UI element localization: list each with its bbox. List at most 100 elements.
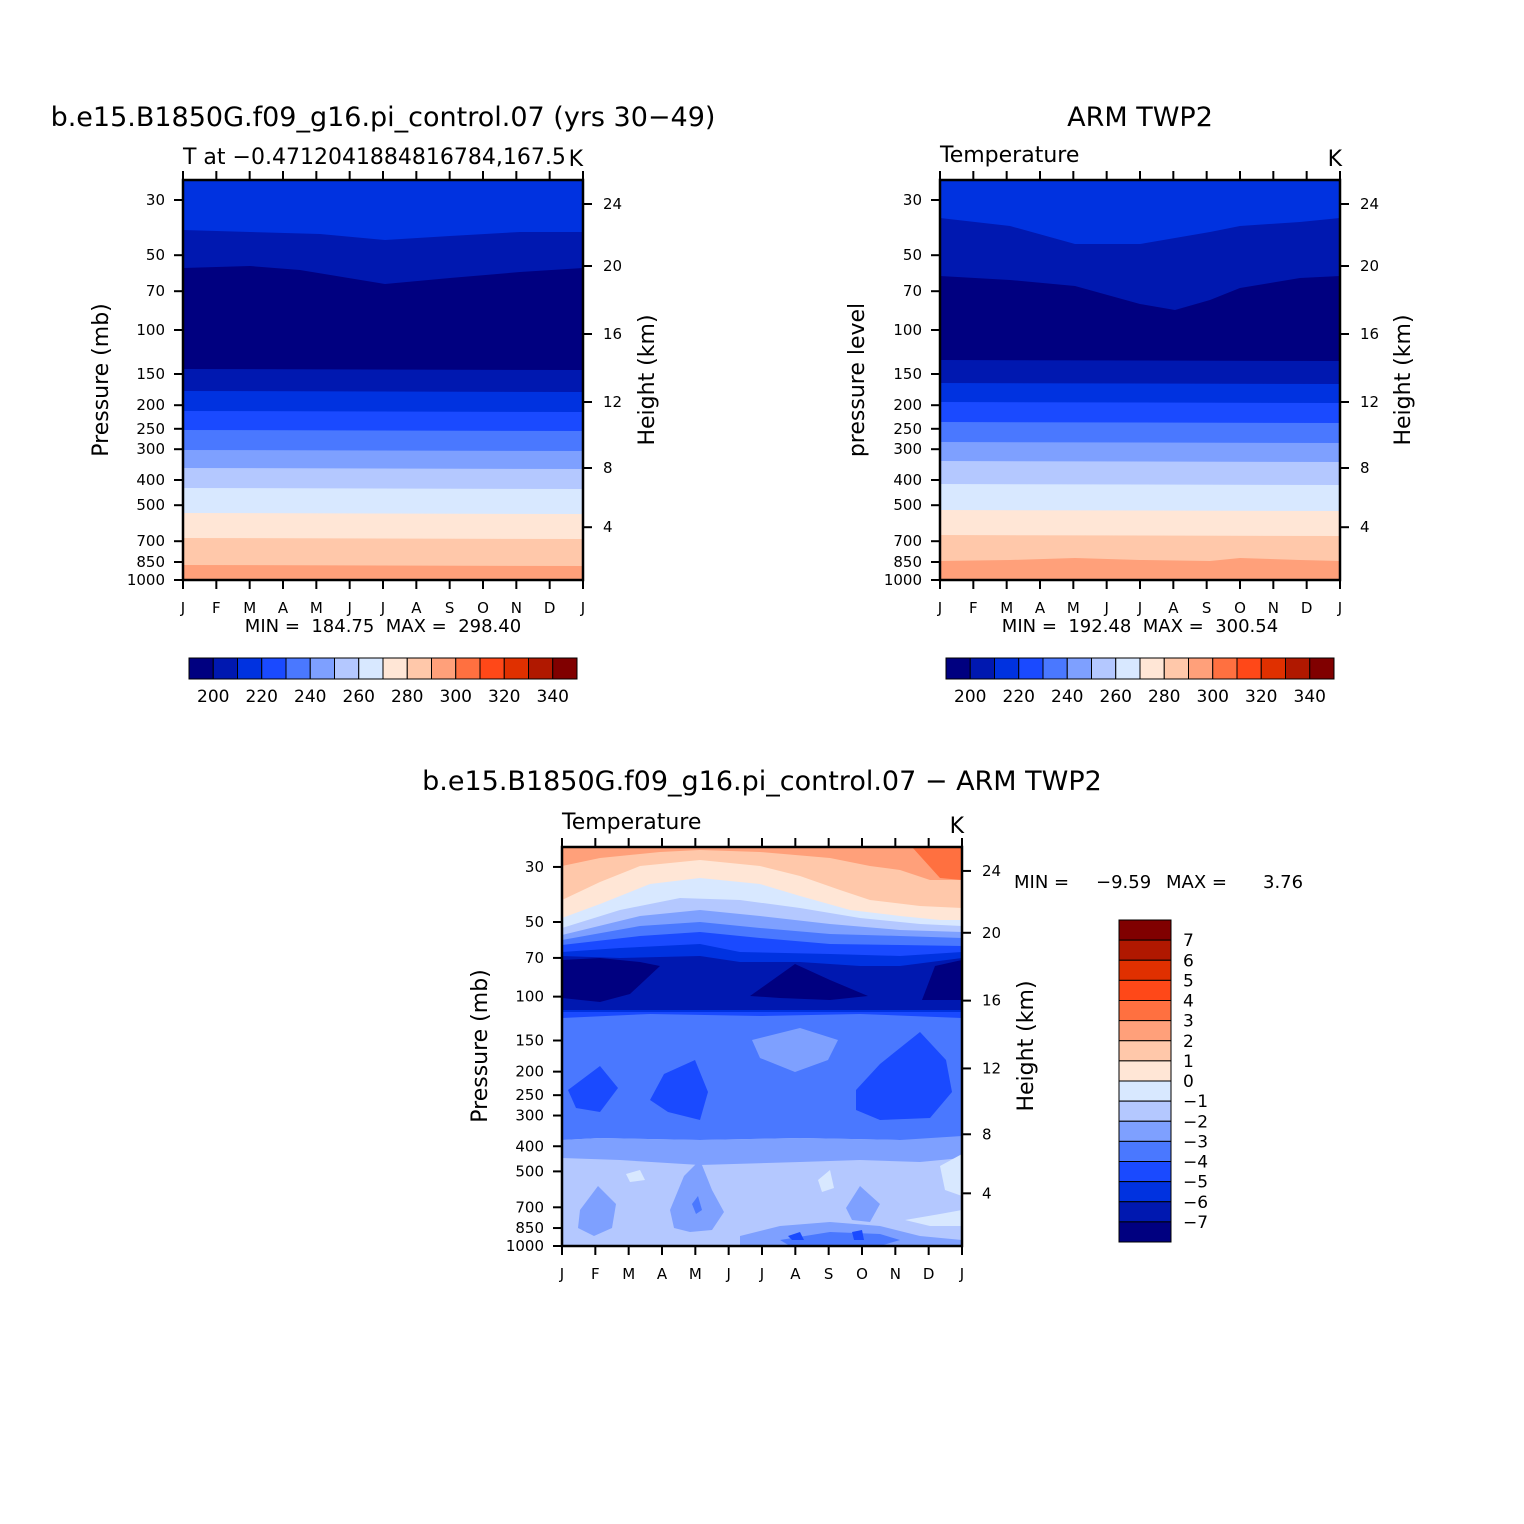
panel-obs-colorbar: 200 220 240 260 280 300 320 340 [945,657,1335,707]
x-tick-label: M [1000,599,1013,617]
colorbar-label: 320 [1245,687,1277,707]
diff-low-4 [818,1170,834,1192]
height-tick-label: 20 [603,257,622,275]
y-tick-label: 1000 [127,571,165,589]
height-tick-label: 8 [603,459,613,477]
y-tick-label: 100 [515,988,544,1006]
band-model-13 [183,565,583,580]
colorbar-swatch [334,657,360,680]
panel-obs: ARM TWP2 Temperature K J F M A M J J A S O N D J 30 50… [845,102,1416,707]
colorbar-swatch [1139,657,1165,680]
panel-diff-max-value: 3.76 [1263,872,1303,893]
x-tick-label: A [278,599,289,617]
y-tick-label: 100 [893,321,922,339]
diff-colorbar-label: 4 [1183,992,1194,1012]
diff-colorbar-label: 3 [1183,1012,1194,1032]
y-tick-label: 250 [136,420,165,438]
x-tick-label: J [346,599,351,617]
x-tick-label: J [725,1265,730,1283]
panel-model: b.e15.B1850G.f09_g16.pi_control.07 (yrs … [51,102,716,707]
colorbar-label: 220 [1003,687,1035,707]
diff-colorbar-label: 0 [1183,1072,1194,1092]
colorbar-swatch [406,657,432,680]
colorbar-label: 220 [246,687,278,707]
colorbar-swatch [212,657,238,680]
diff-low-3 [626,1170,645,1182]
y-tick-label: 850 [136,553,165,571]
colorbar-swatch [455,657,481,680]
x-tick-label: S [824,1265,834,1283]
x-tick-label: M [689,1265,702,1283]
diff-colorbar-swatch [1118,1140,1172,1162]
diff-colorbar-swatch [1118,939,1172,961]
y-tick-label: 30 [903,191,922,209]
y-tick-label: 1000 [506,1237,544,1255]
y-tick-label: 700 [893,532,922,550]
panel-diff: b.e15.B1850G.f09_g16.pi_control.07 − ARM… [422,766,1303,1283]
x-tick-label: F [969,599,978,617]
x-tick-label: J [559,1265,564,1283]
y-tick-label: 250 [515,1086,544,1104]
panel-diff-units: K [950,814,965,839]
diff-colorbar-swatch [1118,959,1172,981]
y-tick-label: 70 [146,282,165,300]
x-tick-label: S [445,599,455,617]
colorbar-swatch [1309,657,1335,680]
diff-low-8 [846,1186,880,1222]
colorbar-swatch [382,657,408,680]
diff-low-13 [905,1210,962,1226]
height-tick-label: 16 [1360,325,1379,343]
y-tick-label: 400 [893,471,922,489]
colorbar-swatch [1091,657,1117,680]
diff-colorbar-swatch [1118,1060,1172,1082]
x-tick-label: A [790,1265,801,1283]
panel-model-minmax: MIN = 184.75 MAX = 298.40 [245,616,521,637]
x-tick-label: N [1268,599,1279,617]
y-tick-label: 400 [515,1137,544,1155]
colorbar-label: 200 [197,687,229,707]
y-tick-label: 500 [136,496,165,514]
y-tick-label: 200 [893,396,922,414]
y-tick-label: 250 [893,420,922,438]
y-tick-label: 700 [136,532,165,550]
height-tick-label: 24 [1360,195,1379,213]
diff-colorbar-swatch [1118,1100,1172,1122]
colorbar-swatch [994,657,1020,680]
panel-model-plot [181,178,585,582]
x-tick-label: A [657,1265,668,1283]
colorbar-swatch [1018,657,1044,680]
x-tick-label: F [591,1265,600,1283]
diff-colorbar-label: −5 [1183,1173,1208,1193]
colorbar-swatch [309,657,335,680]
diff-low-7 [692,1196,702,1214]
panel-model-axes: J F M A M J J A S O N D J 30 50 70 100 150 200 250 300 400 500… [127,171,622,617]
colorbar-swatch [1163,657,1189,680]
diff-colorbar-swatch [1118,979,1172,1001]
y-tick-label: 30 [525,858,544,876]
diff-low-6 [670,1160,724,1232]
y-tick-label: 700 [515,1198,544,1216]
colorbar-swatch [358,657,384,680]
diff-trop-3 [752,1028,838,1072]
diff-colorbar-swatch [1118,1120,1172,1142]
diff-colorbar-label: 5 [1183,971,1194,991]
diff-colorbar-label: 6 [1183,951,1194,971]
colorbar-swatch [552,657,578,680]
panel-obs-title: ARM TWP2 [1067,102,1213,133]
height-tick-label: 4 [603,518,613,536]
panel-model-ylabel: Pressure (mb) [89,303,114,457]
colorbar-label: 300 [1197,687,1229,707]
x-tick-label: M [1067,599,1080,617]
diff-colorbar-swatch [1118,1040,1172,1062]
y-tick-label: 150 [893,365,922,383]
x-tick-label: S [1202,599,1212,617]
panel-model-units: K [569,147,584,172]
diff-colorbar-label: −7 [1183,1213,1208,1233]
colorbar-swatch [431,657,457,680]
height-tick-label: 4 [982,1184,992,1202]
y-tick-label: 1000 [884,571,922,589]
panel-diff-min-value: −9.59 [1096,872,1151,893]
x-tick-label: D [1301,599,1313,617]
colorbar-swatch [1236,657,1262,680]
y-tick-label: 150 [515,1032,544,1050]
